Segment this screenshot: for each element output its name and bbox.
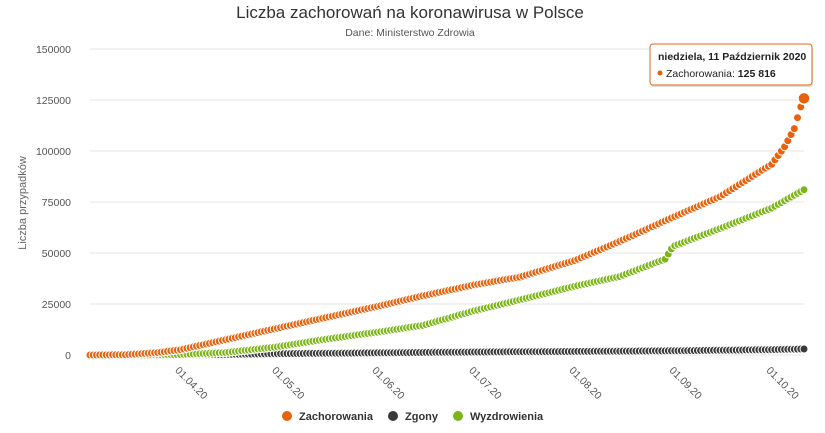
chart-subtitle: Dane: Ministerstwo Zdrowia (345, 27, 475, 39)
tooltip-series-label: Zachorowania: (666, 68, 738, 80)
y-tick-label: 100000 (36, 146, 71, 158)
series-zachorowania (85, 93, 809, 360)
y-axis-label: Liczba przypadków (17, 156, 29, 250)
legend-label[interactable]: Wyzdrowienia (470, 411, 544, 423)
tooltip: niedziela, 11 Październik 2020 Zachorowan… (649, 43, 813, 87)
highlighted-point[interactable] (797, 91, 811, 106)
x-tick-label: 01.10.20 (764, 365, 801, 402)
legend-label[interactable]: Zachorowania (299, 411, 374, 423)
x-tick-label: 01.09.20 (667, 365, 704, 402)
data-point[interactable] (789, 124, 799, 134)
legend: Zachorowania Zgony Wyzdrowienia (282, 411, 544, 423)
x-tick-label: 01.07.20 (466, 365, 503, 402)
series-wyzdrowienia (85, 185, 809, 360)
x-tick-label: 01.06.20 (369, 365, 406, 402)
x-tick-label: 01.05.20 (269, 365, 306, 402)
data-point[interactable] (799, 344, 809, 354)
tooltip-value: 125 816 (738, 68, 776, 80)
x-tick-label: 01.04.20 (172, 365, 209, 402)
tooltip-label: Zachorowania: 125 816 (666, 68, 776, 80)
legend-label[interactable]: Zgony (405, 411, 439, 423)
y-tick-label: 150000 (36, 44, 71, 56)
data-point[interactable] (793, 113, 802, 123)
tooltip-date: niedziela, 11 Październik 2020 (658, 51, 806, 63)
y-tick-label: 125000 (36, 95, 71, 107)
y-tick-label: 25000 (42, 299, 71, 311)
x-axis-ticks: 01.04.20 01.05.20 01.06.20 01.07.20 01.08.20… (172, 365, 801, 402)
chart-title: Liczba zachorowań na koronawirusa w Pols… (236, 3, 584, 22)
legend-marker[interactable] (388, 411, 398, 421)
grid (90, 48, 804, 356)
legend-marker[interactable] (453, 411, 463, 421)
y-tick-label: 0 (65, 350, 71, 362)
x-tick-label: 01.08.20 (566, 365, 603, 402)
y-axis-ticks: 0 25000 50000 75000 100000 125000 150000 (36, 44, 71, 362)
series-layer (85, 91, 811, 360)
legend-marker[interactable] (282, 411, 292, 421)
y-tick-label: 50000 (42, 248, 71, 260)
data-point[interactable] (799, 185, 809, 195)
tooltip-box (649, 43, 813, 86)
tooltip-marker (657, 70, 663, 76)
y-tick-label: 75000 (42, 197, 71, 209)
